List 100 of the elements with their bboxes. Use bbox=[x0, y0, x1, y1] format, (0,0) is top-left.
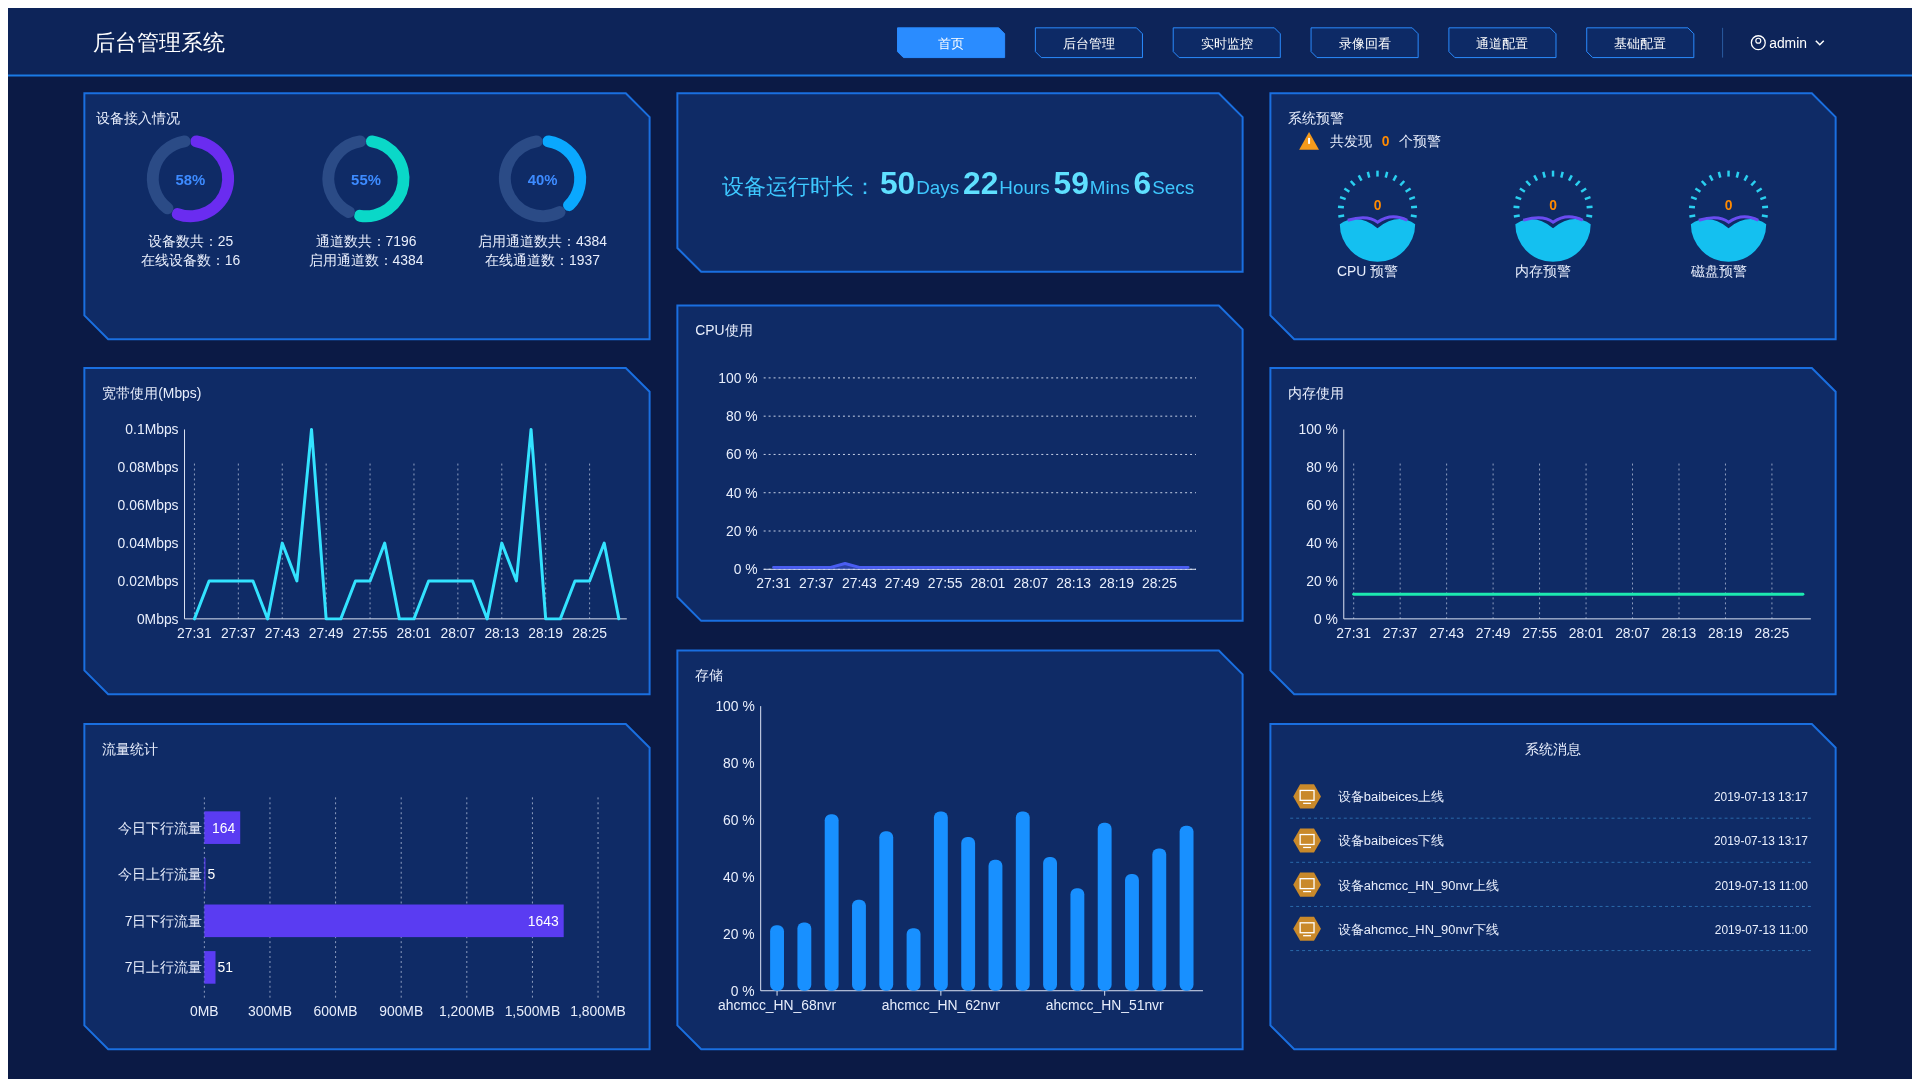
x-tick-label: 28:01 bbox=[396, 624, 432, 641]
text: 0 bbox=[1549, 197, 1558, 214]
text: 设备baibeices上线 bbox=[1337, 789, 1445, 805]
chart-title: 内存使用 bbox=[1288, 384, 1345, 401]
bar bbox=[1125, 874, 1139, 991]
y-tick-label: 20 % bbox=[1306, 572, 1338, 589]
x-tick-label: 300MB bbox=[247, 1002, 292, 1019]
text: Hours bbox=[999, 177, 1050, 199]
y-tick-label: 100 % bbox=[715, 698, 755, 715]
x-tick-label: 27:43 bbox=[841, 575, 877, 592]
bar bbox=[1015, 811, 1030, 991]
y-tick-label: 0.02Mbps bbox=[117, 572, 179, 589]
y-tick-label: 0.06Mbps bbox=[117, 497, 179, 514]
text: 后台管理 bbox=[1062, 35, 1115, 51]
text: 0 bbox=[1373, 197, 1382, 214]
text: 通道配置 bbox=[1476, 35, 1529, 51]
text: CPU 预警 bbox=[1337, 262, 1399, 279]
x-tick-label: 28:07 bbox=[440, 624, 476, 641]
x-tick-label: 27:49 bbox=[308, 624, 344, 641]
y-tick-label: 0.08Mbps bbox=[117, 459, 179, 476]
text: 设备数共：25 bbox=[147, 233, 234, 249]
text: 2019-07-13 13:17 bbox=[1713, 834, 1809, 849]
text: 6 bbox=[1133, 165, 1152, 202]
text: 0 bbox=[1381, 132, 1390, 149]
bar bbox=[1070, 888, 1085, 991]
text: 55% bbox=[351, 171, 381, 188]
text: 2019-07-13 13:17 bbox=[1713, 790, 1809, 805]
x-tick-label: 27:37 bbox=[220, 624, 256, 641]
x-tick-label: 28:25 bbox=[1754, 624, 1790, 641]
y-tick-label: 0 % bbox=[1313, 610, 1338, 627]
x-tick-label: ahcmcc_HN_51nvr bbox=[1045, 996, 1165, 1013]
y-tick-label: 80 % bbox=[1306, 459, 1338, 476]
text: 22 bbox=[963, 165, 999, 202]
data-label: 164 bbox=[212, 819, 236, 836]
y-tick-label: 20 % bbox=[726, 522, 758, 539]
y-tick-label: 60 % bbox=[726, 446, 758, 463]
y-tick-label: 100 % bbox=[718, 369, 758, 386]
text: 59 bbox=[1053, 165, 1089, 202]
x-tick-label: ahcmcc_HN_62nvr bbox=[881, 996, 1001, 1013]
text: 设备运行时长： bbox=[722, 174, 876, 200]
x-tick-label: 28:19 bbox=[1708, 624, 1744, 641]
bar bbox=[824, 814, 839, 991]
text: 共发现 bbox=[1329, 132, 1372, 149]
y-tick-label: 今日下行流量 bbox=[118, 819, 203, 836]
chart-title: 存储 bbox=[695, 667, 724, 684]
text: 2019-07-13 11:00 bbox=[1714, 922, 1809, 937]
x-tick-label: 27:31 bbox=[177, 624, 213, 641]
y-tick-label: 40 % bbox=[1306, 535, 1338, 552]
text: 启用通道数：4384 bbox=[308, 251, 424, 268]
bar bbox=[933, 811, 948, 991]
y-tick-label: 0Mbps bbox=[136, 610, 179, 627]
text: 基础配置 bbox=[1614, 35, 1667, 51]
text: Secs bbox=[1152, 177, 1195, 199]
text: 设备baibeices下线 bbox=[1337, 833, 1445, 849]
bar bbox=[906, 928, 921, 991]
text: 在线设备数：16 bbox=[140, 251, 241, 268]
y-tick-label: 0 % bbox=[730, 982, 755, 999]
data-label: 1643 bbox=[527, 912, 560, 929]
x-tick-label: 27:49 bbox=[884, 575, 920, 592]
y-tick-label: 0 % bbox=[733, 561, 758, 578]
text: Days bbox=[916, 177, 960, 199]
x-tick-label: 1,200MB bbox=[439, 1002, 495, 1019]
bar bbox=[852, 899, 866, 991]
text: 系统消息 bbox=[1525, 740, 1582, 757]
text: 内存预警 bbox=[1515, 262, 1572, 279]
bar bbox=[879, 831, 894, 991]
text: 后台管理系统 bbox=[93, 29, 226, 55]
y-tick-label: 100 % bbox=[1298, 421, 1338, 438]
x-tick-label: 27:49 bbox=[1475, 624, 1511, 641]
data-label: 5 bbox=[207, 866, 216, 883]
text: 首页 bbox=[938, 35, 965, 51]
chart-title: 宽带使用(Mbps) bbox=[102, 384, 202, 401]
text: 50 bbox=[879, 165, 916, 202]
y-tick-label: 20 % bbox=[723, 925, 755, 942]
x-tick-label: 28:01 bbox=[1568, 624, 1604, 641]
x-tick-label: 27:31 bbox=[1336, 624, 1372, 641]
bar bbox=[1097, 822, 1112, 991]
x-tick-label: 28:13 bbox=[484, 624, 520, 641]
y-tick-label: 今日上行流量 bbox=[118, 866, 203, 883]
x-tick-label: 28:13 bbox=[1661, 624, 1697, 641]
y-tick-label: 0.1Mbps bbox=[125, 421, 179, 438]
x-tick-label: 28:07 bbox=[1615, 624, 1651, 641]
bar bbox=[1179, 825, 1194, 991]
x-tick-label: 0MB bbox=[190, 1002, 219, 1019]
chart-title: 设备接入情况 bbox=[96, 110, 181, 127]
x-tick-label: 600MB bbox=[313, 1002, 358, 1019]
x-tick-label: ahcmcc_HN_68nvr bbox=[718, 996, 837, 1013]
line-series bbox=[192, 427, 621, 621]
text: 40% bbox=[527, 171, 558, 188]
y-tick-label: 0.04Mbps bbox=[117, 535, 179, 552]
text: 录像回看 bbox=[1338, 35, 1391, 51]
text: 在线通道数：1937 bbox=[485, 251, 601, 268]
data-label: 51 bbox=[217, 959, 234, 976]
text: 设备ahcmcc_HN_90nvr下线 bbox=[1337, 921, 1500, 937]
text: 通道数共：7196 bbox=[315, 233, 417, 249]
x-tick-label: 28:07 bbox=[1013, 575, 1049, 592]
x-tick-label: 27:55 bbox=[352, 624, 388, 641]
text: Mins bbox=[1089, 177, 1130, 199]
text: 系统预警 bbox=[1288, 110, 1345, 127]
text: 设备ahcmcc_HN_90nvr上线 bbox=[1337, 877, 1500, 893]
